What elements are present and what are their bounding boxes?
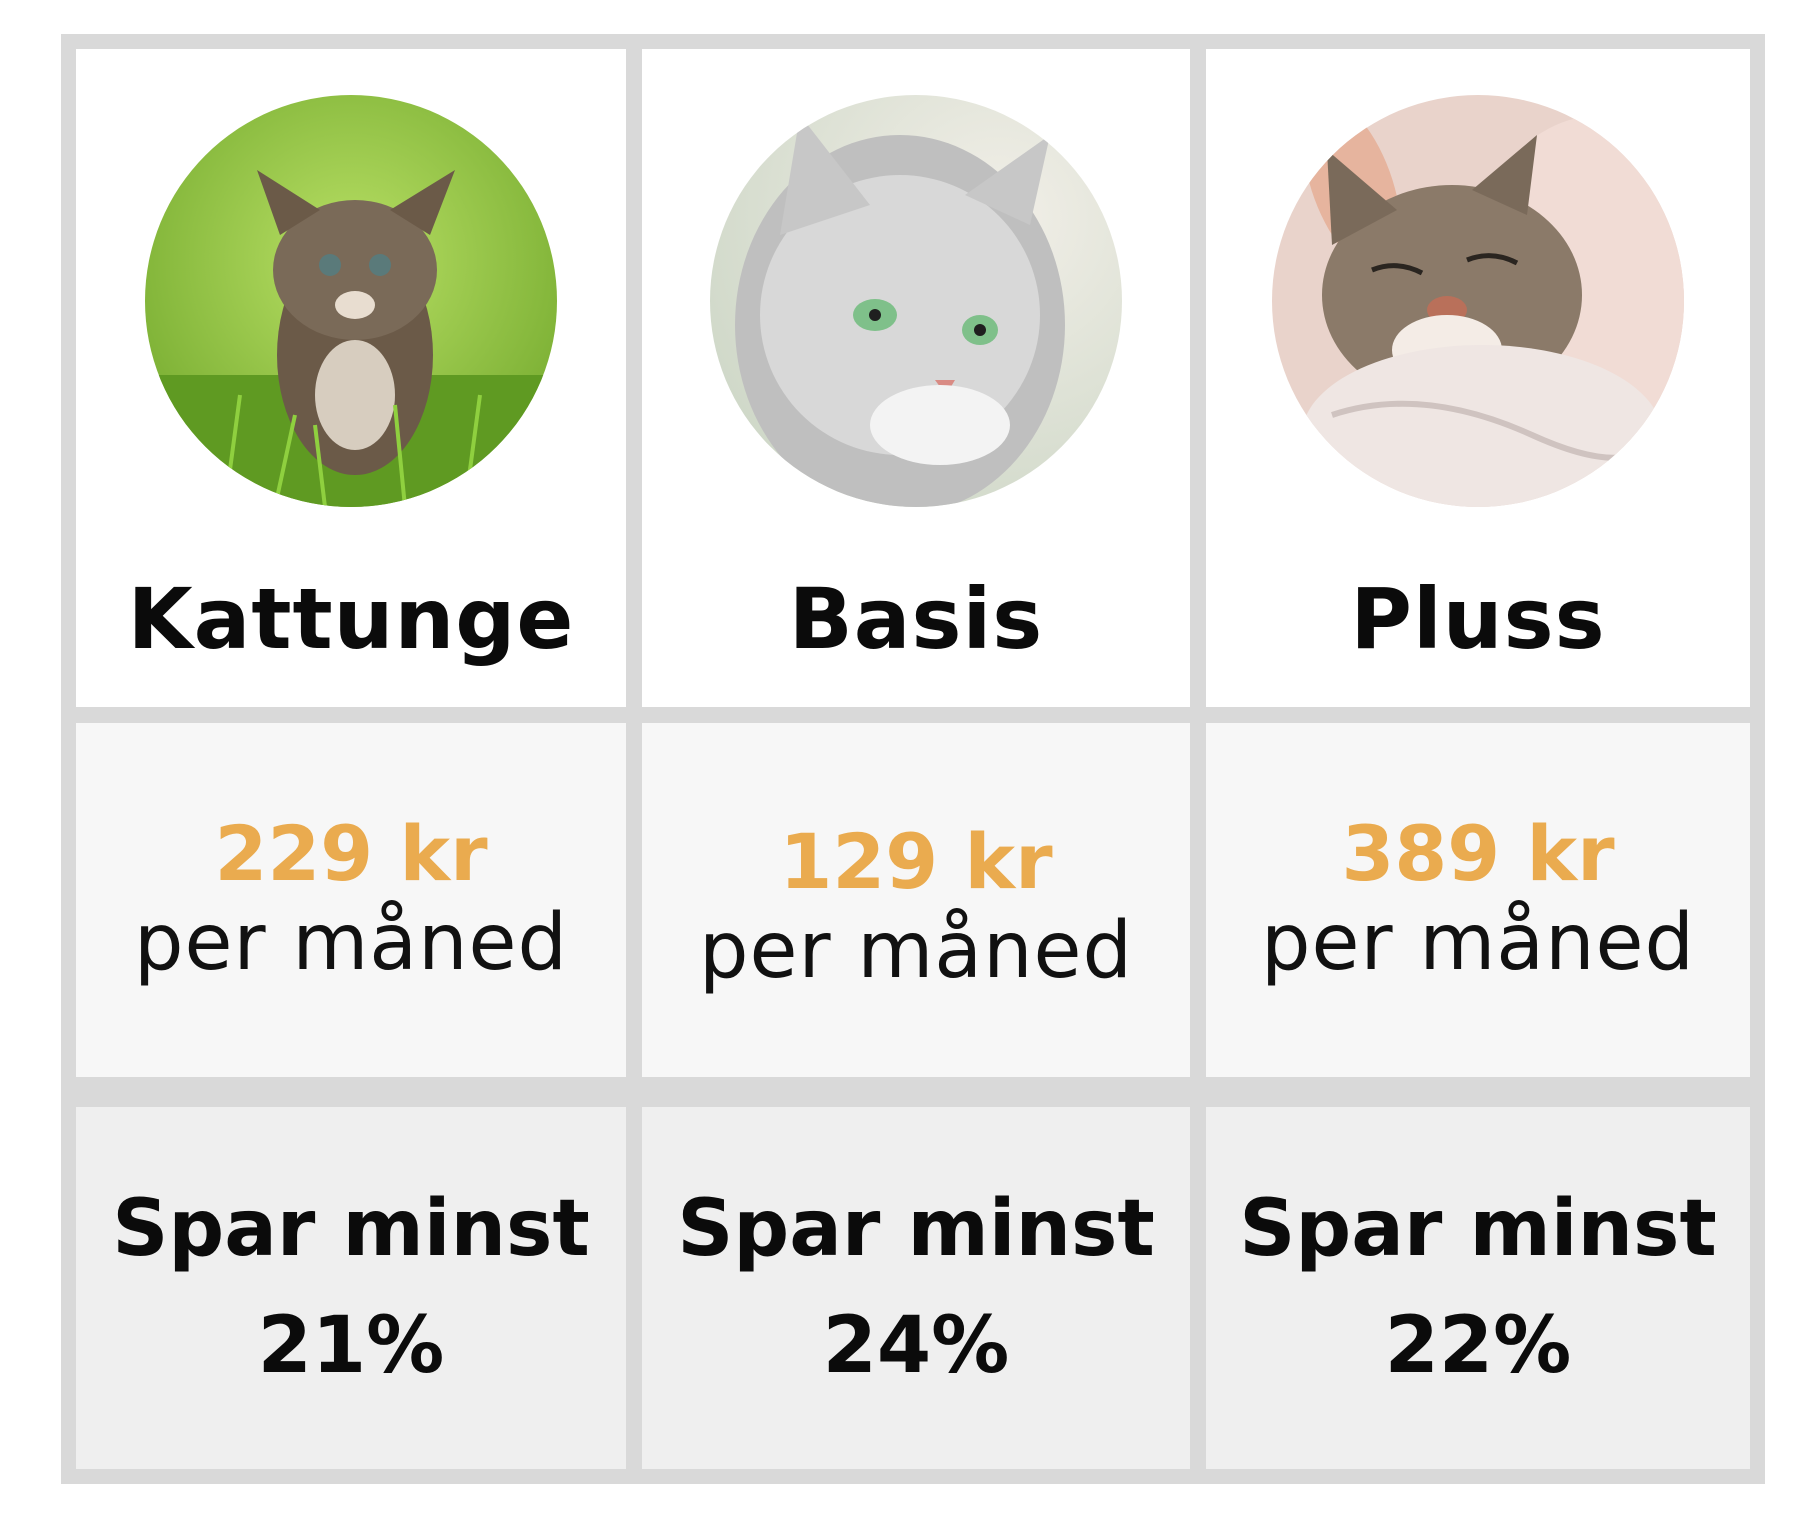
- price-amount: 129 kr: [779, 816, 1053, 906]
- savings-percent: 22%: [1384, 1301, 1572, 1391]
- tabby-cat-image: [1272, 95, 1684, 507]
- plan-header-basis: Basis: [642, 49, 1190, 707]
- plan-header-pluss: Pluss: [1206, 49, 1750, 707]
- price-amount: 389 kr: [1341, 808, 1615, 898]
- plan-price-kattunge: 229 kr per måned: [76, 723, 626, 1077]
- price-amount: 229 kr: [214, 808, 488, 898]
- plan-name: Kattunge: [127, 570, 575, 668]
- kitten-image: [145, 95, 557, 507]
- plan-header-kattunge: Kattunge: [76, 49, 626, 707]
- price-period: per måned: [133, 897, 569, 988]
- pricing-table: Kattunge: [61, 34, 1765, 1484]
- price-period: per måned: [698, 905, 1134, 996]
- plan-savings-basis: Spar minst 24%: [642, 1107, 1190, 1469]
- plan-name: Pluss: [1350, 570, 1606, 668]
- savings-label: Spar minst: [677, 1184, 1155, 1274]
- plan-name: Basis: [788, 570, 1044, 668]
- plan-savings-kattunge: Spar minst 21%: [76, 1107, 626, 1469]
- savings-percent: 21%: [257, 1301, 445, 1391]
- savings-label: Spar minst: [112, 1184, 590, 1274]
- grey-cat-image: [710, 95, 1122, 507]
- savings-label: Spar minst: [1239, 1184, 1717, 1274]
- price-period: per måned: [1260, 897, 1696, 988]
- savings-percent: 24%: [822, 1301, 1010, 1391]
- plan-savings-pluss: Spar minst 22%: [1206, 1107, 1750, 1469]
- plan-price-basis: 129 kr per måned: [642, 723, 1190, 1077]
- plan-price-pluss: 389 kr per måned: [1206, 723, 1750, 1077]
